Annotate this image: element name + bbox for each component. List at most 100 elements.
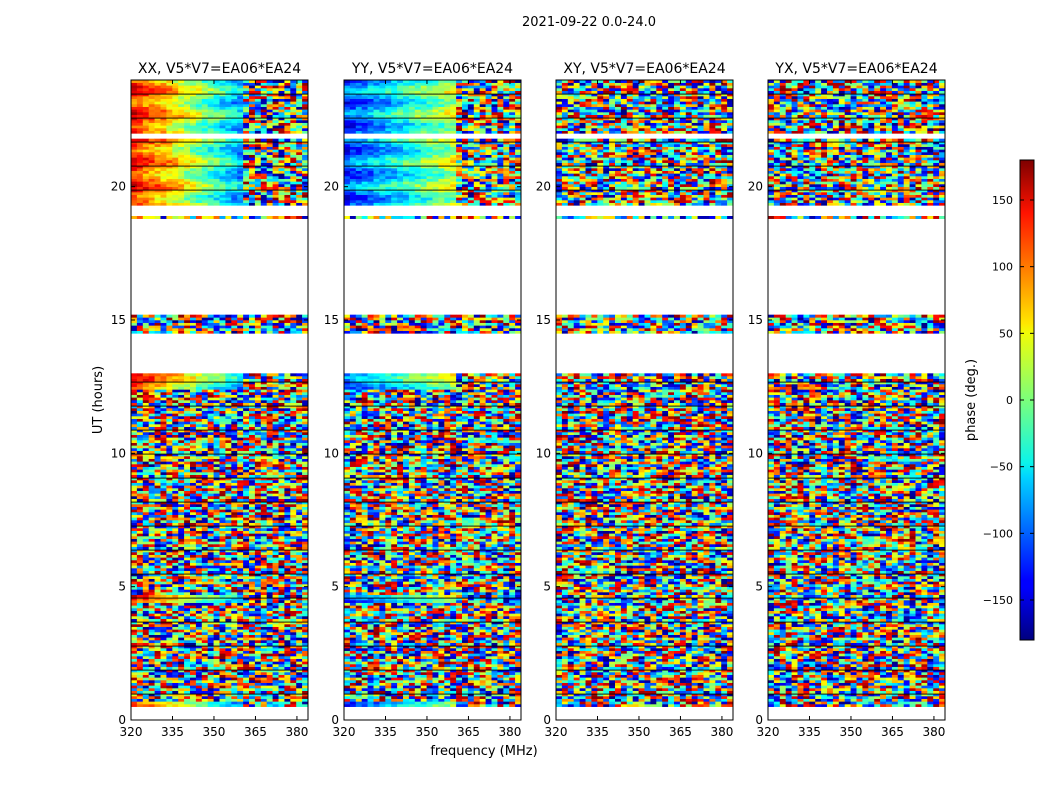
heatmap-cell xyxy=(302,440,309,443)
heatmap-cell xyxy=(266,200,273,203)
heatmap-cell xyxy=(231,578,238,582)
heatmap-cell xyxy=(302,418,309,422)
heatmap-cell xyxy=(201,685,208,689)
heatmap-cell xyxy=(178,661,185,665)
heatmap-cell xyxy=(201,466,208,470)
heatmap-cell xyxy=(266,677,273,681)
heatmap-cell xyxy=(272,394,279,398)
heatmap-cell xyxy=(284,664,291,667)
heatmap-cell xyxy=(154,458,161,462)
heatmap-cell xyxy=(166,330,173,334)
heatmap-cell xyxy=(166,128,173,131)
heatmap-cell xyxy=(302,138,309,142)
heatmap-cell xyxy=(178,464,185,467)
heatmap-cell xyxy=(237,565,244,569)
heatmap-cell xyxy=(219,408,226,411)
heatmap-cell xyxy=(225,197,232,201)
heatmap-cell xyxy=(160,680,167,683)
heatmap-cell xyxy=(148,450,155,454)
heatmap-cell xyxy=(166,112,173,115)
heatmap-cell xyxy=(172,216,179,219)
heatmap-cell xyxy=(237,325,244,329)
heatmap-cell xyxy=(243,677,250,681)
heatmap-cell xyxy=(207,560,214,563)
heatmap-cell xyxy=(272,162,279,166)
heatmap-cell xyxy=(272,197,279,201)
heatmap-cell xyxy=(213,581,220,585)
heatmap-cell xyxy=(260,426,267,430)
heatmap-cell xyxy=(131,192,138,195)
heatmap-cell xyxy=(190,461,197,465)
heatmap-cell xyxy=(178,568,185,571)
heatmap-cell xyxy=(142,562,149,566)
heatmap-cell xyxy=(266,626,273,630)
heatmap-cell xyxy=(184,418,191,422)
heatmap-cell xyxy=(219,477,226,481)
heatmap-cell xyxy=(154,413,161,417)
heatmap-cell xyxy=(249,314,256,318)
heatmap-cell xyxy=(184,458,191,462)
heatmap-cell xyxy=(290,696,297,699)
heatmap-cell xyxy=(243,576,250,579)
heatmap-cell xyxy=(266,552,273,555)
heatmap-cell xyxy=(160,637,167,641)
heatmap-cell xyxy=(278,504,285,507)
heatmap-cell xyxy=(243,568,250,571)
heatmap-cell xyxy=(225,472,232,475)
heatmap-cell xyxy=(260,586,267,590)
heatmap-cell xyxy=(154,664,161,667)
heatmap-cell xyxy=(190,325,197,329)
heatmap-cell xyxy=(272,474,279,478)
heatmap-cell xyxy=(284,544,291,547)
heatmap-cell xyxy=(266,317,273,321)
heatmap-cell xyxy=(272,528,279,531)
heatmap-cell xyxy=(154,576,161,579)
heatmap-cell xyxy=(237,669,244,673)
heatmap-cell xyxy=(154,530,161,534)
heatmap-cell xyxy=(136,549,144,553)
heatmap-cell xyxy=(302,541,309,545)
heatmap-cell xyxy=(254,432,262,435)
heatmap-cell xyxy=(131,165,138,169)
heatmap-cell xyxy=(254,682,262,686)
heatmap-cell xyxy=(219,517,226,521)
heatmap-cell xyxy=(148,490,155,494)
heatmap-cell xyxy=(195,594,203,598)
heatmap-cell xyxy=(172,597,179,601)
heatmap-cell xyxy=(219,664,226,667)
heatmap-cell xyxy=(231,469,238,473)
heatmap-cell xyxy=(225,125,232,129)
heatmap-cell xyxy=(154,152,161,155)
heatmap-cell xyxy=(302,682,309,686)
heatmap-cell xyxy=(237,613,244,617)
heatmap-cell xyxy=(213,408,220,411)
heatmap-cell xyxy=(201,152,208,155)
heatmap-cell xyxy=(231,664,238,667)
heatmap-cell xyxy=(260,168,267,171)
heatmap-cell xyxy=(172,466,179,470)
heatmap-cell xyxy=(266,194,273,198)
heatmap-cell xyxy=(131,189,138,193)
heatmap-cell xyxy=(201,650,208,654)
heatmap-cell xyxy=(266,120,273,123)
heatmap-cell xyxy=(231,432,238,435)
heatmap-cell xyxy=(142,426,149,430)
heatmap-cell xyxy=(172,501,179,505)
heatmap-cell xyxy=(266,522,273,526)
heatmap-cell xyxy=(237,122,244,126)
heatmap-cell xyxy=(302,509,309,513)
heatmap-cell xyxy=(195,688,203,691)
heatmap-cell xyxy=(201,584,208,587)
heatmap-cell xyxy=(172,656,179,659)
heatmap-cell xyxy=(266,464,273,467)
heatmap-cell xyxy=(254,589,262,593)
heatmap-cell xyxy=(231,192,238,195)
heatmap-cell xyxy=(260,192,267,195)
heatmap-cell xyxy=(213,181,220,185)
heatmap-cell xyxy=(178,541,185,545)
heatmap-cell xyxy=(172,405,179,409)
heatmap-cell xyxy=(178,120,185,123)
heatmap-cell xyxy=(302,562,309,566)
heatmap-cell xyxy=(207,520,214,523)
heatmap-cell xyxy=(296,573,303,577)
